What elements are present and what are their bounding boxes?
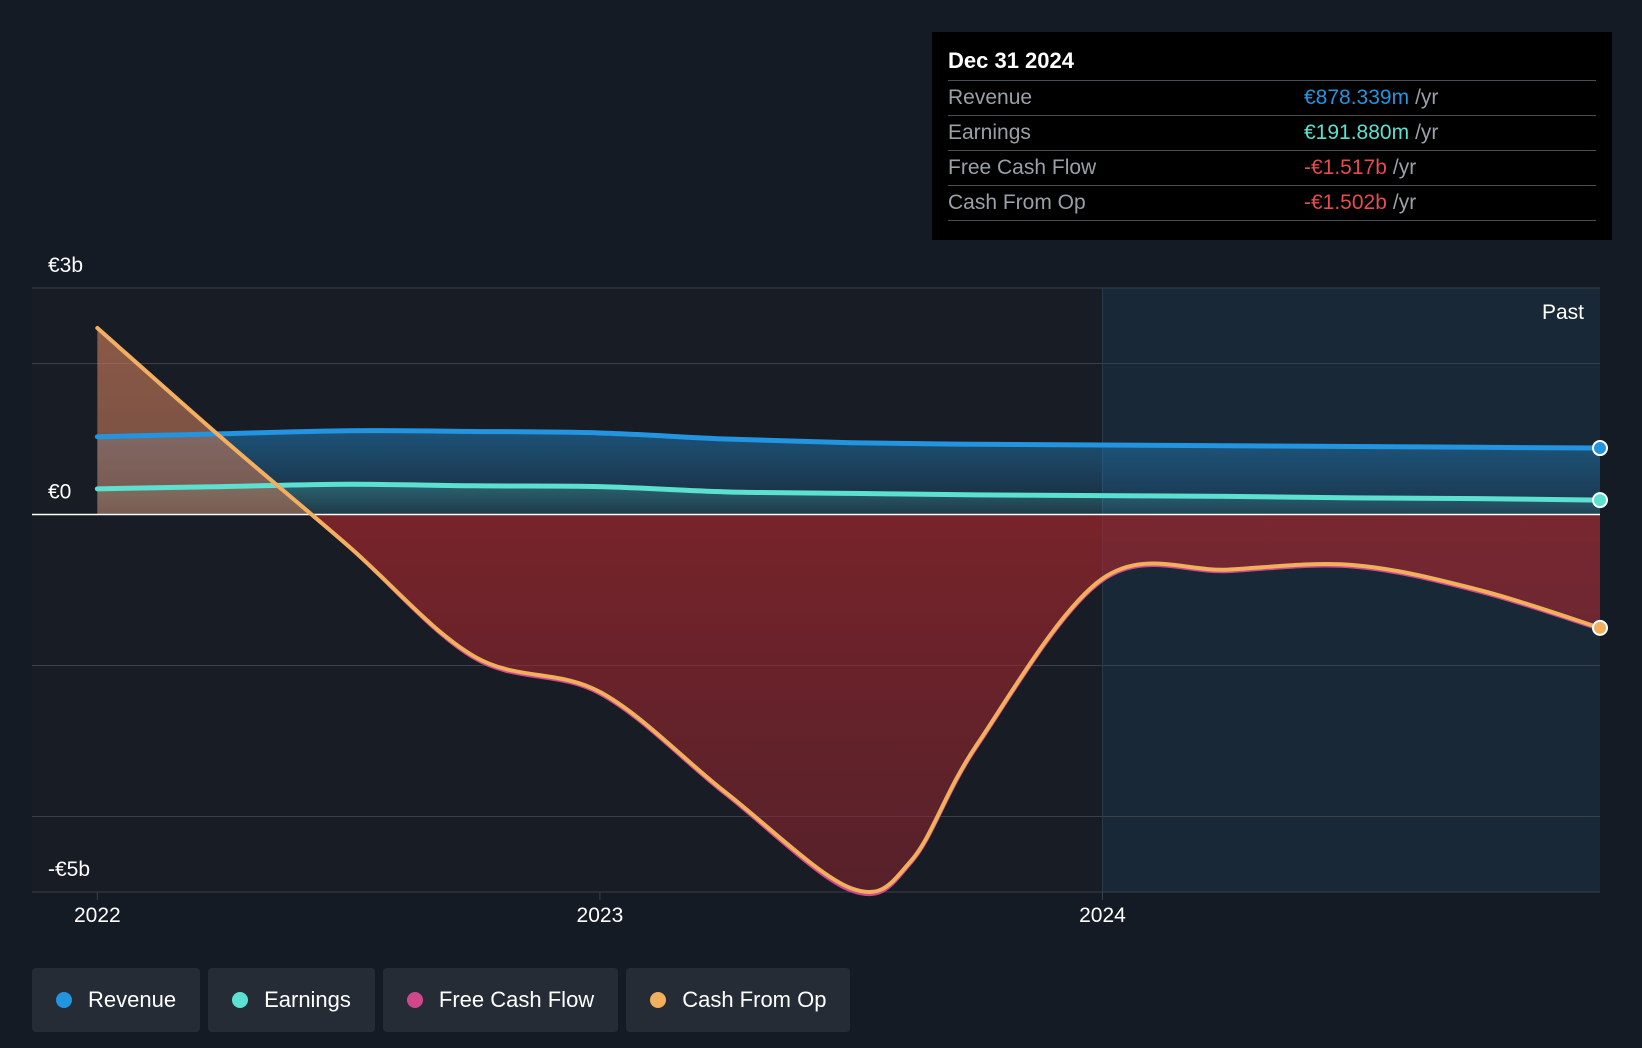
- tooltip-value: €191.880m: [1304, 121, 1410, 144]
- tooltip-unit: /yr: [1392, 191, 1417, 214]
- tooltip-unit: /yr: [1415, 86, 1439, 109]
- tooltip-label: Cash From Op: [948, 191, 1086, 214]
- tooltip-row-free-cash-flow: Free Cash Flow -€1.517b /yr: [948, 151, 1596, 186]
- earnings-area: [97, 484, 1600, 515]
- legend-dot-icon: [56, 992, 72, 1008]
- y-tick-label: €3b: [48, 254, 83, 277]
- tooltip-label: Earnings: [948, 121, 1031, 144]
- series-lines: [94, 326, 1603, 897]
- legend-item-earnings[interactable]: Earnings: [208, 968, 375, 1032]
- tooltip-date: Dec 31 2024: [948, 46, 1596, 81]
- legend-label: Cash From Op: [682, 987, 827, 1012]
- cash-from-op-area-positive: [97, 328, 1600, 515]
- earnings-end-dot: [1592, 492, 1608, 509]
- tooltip-row-cash-from-op: Cash From Op -€1.502b /yr: [948, 186, 1596, 221]
- past-label: Past: [1542, 301, 1584, 324]
- legend-dot-icon: [406, 992, 423, 1008]
- revenue-line: [94, 428, 1603, 451]
- x-axis-labels: 2022 2023 2024: [74, 892, 1126, 927]
- legend-item-cash-from-op[interactable]: Cash From Op: [626, 968, 851, 1032]
- x-tick-label: 2023: [577, 904, 624, 927]
- tooltip-value: -€1.517b: [1304, 156, 1387, 179]
- legend: Revenue Earnings Free Cash Flow Cash Fro…: [32, 968, 851, 1032]
- legend-dot-icon: [650, 992, 667, 1008]
- y-tick-label: -€5b: [48, 858, 90, 881]
- y-axis-labels: €3b €0 -€5b: [48, 254, 90, 881]
- legend-label: Earnings: [264, 987, 351, 1012]
- tooltip-row-earnings: Earnings €191.880m /yr: [948, 116, 1596, 151]
- legend-label: Free Cash Flow: [438, 987, 595, 1012]
- series-end-markers: [1592, 440, 1608, 636]
- legend-item-free-cash-flow[interactable]: Free Cash Flow: [382, 968, 619, 1032]
- cash-from-op-end-dot: [1592, 619, 1608, 636]
- legend-label: Revenue: [88, 987, 177, 1012]
- tooltip-unit: /yr: [1392, 156, 1417, 179]
- tooltip-unit: /yr: [1415, 121, 1439, 144]
- tooltip-label: Revenue: [948, 86, 1033, 109]
- tooltip-panel: Dec 31 2024 Revenue €878.339m /yr Earnin…: [932, 32, 1612, 240]
- tooltip-value: €878.339m: [1304, 86, 1410, 109]
- legend-item-revenue[interactable]: Revenue: [32, 968, 201, 1032]
- y-tick-label: €0: [48, 481, 71, 504]
- legend-dot-icon: [232, 992, 249, 1008]
- x-tick-label: 2022: [74, 904, 121, 927]
- tooltip-row-revenue: Revenue €878.339m /yr: [948, 81, 1596, 116]
- cash-from-op-line: [95, 326, 1602, 894]
- tooltip-label: Free Cash Flow: [948, 156, 1097, 179]
- tooltip-value: -€1.502b: [1304, 191, 1387, 214]
- series-areas: [97, 328, 1600, 892]
- x-tick-label: 2024: [1079, 904, 1126, 927]
- earnings-line: [94, 481, 1603, 503]
- revenue-end-dot: [1592, 440, 1608, 457]
- cash-from-op-area-negative: [97, 514, 1600, 892]
